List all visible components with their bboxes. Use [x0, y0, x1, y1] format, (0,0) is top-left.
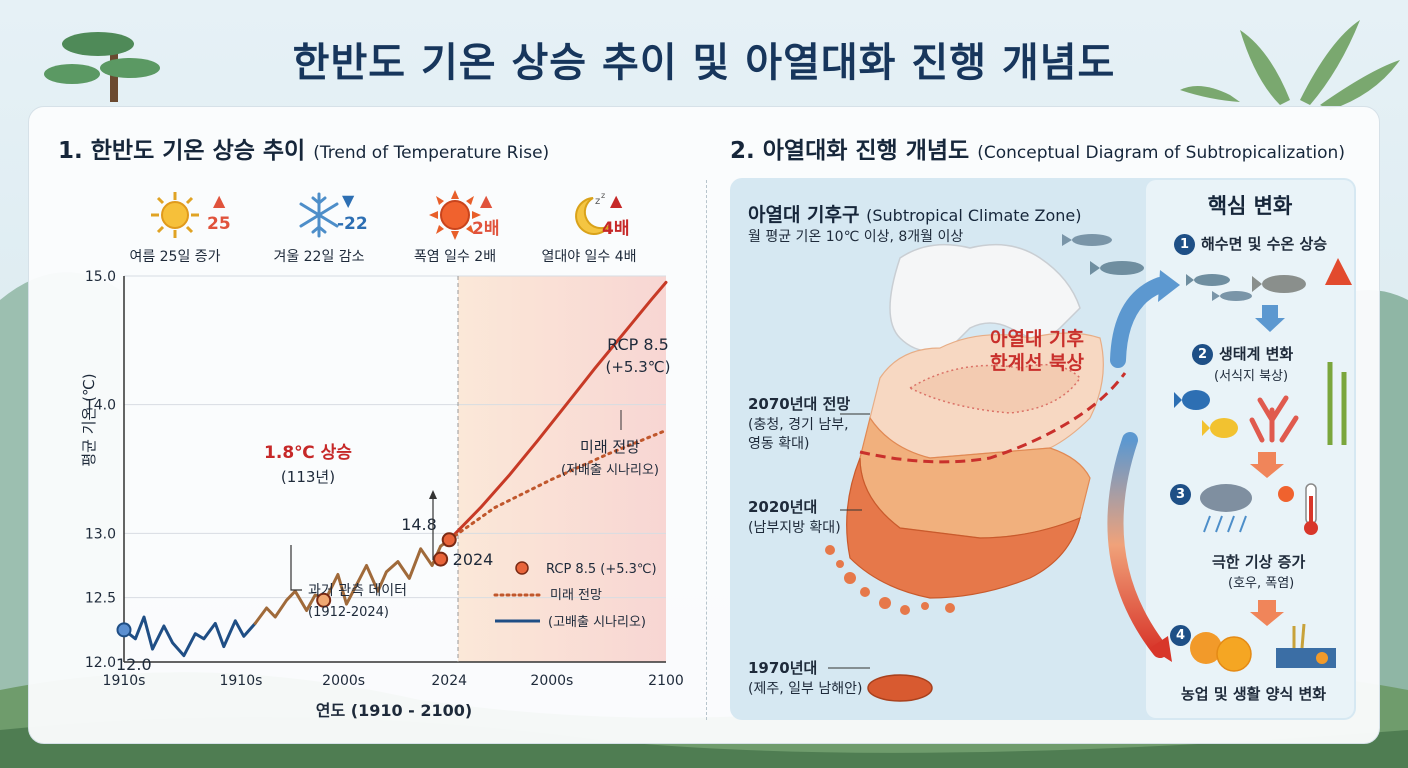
- right-section-title: 2. 아열대화 진행 개념도 (Conceptual Diagram of Su…: [730, 131, 1345, 165]
- key-change-4: 4: [1170, 625, 1197, 646]
- key-change-number: 4: [1170, 625, 1191, 646]
- key-change-number: 3: [1170, 484, 1191, 505]
- map-label-title: 1970년대: [748, 659, 818, 677]
- key-change-number: 1: [1174, 234, 1195, 255]
- limit-line-label-2: 한계선 북상: [990, 351, 1085, 374]
- key-change-3-sub: (호우, 폭염): [1228, 576, 1295, 591]
- map-label-detail: (남부지방 확대): [748, 519, 841, 536]
- indicator-heatwave: 폭염 일수 2배: [390, 190, 520, 266]
- key-change-4-label: 농업 및 생활 양식 변화: [1181, 685, 1327, 703]
- left-heading-ko: 1. 한반도 기온 상승 추이: [58, 138, 306, 164]
- pine-tree-icon: [44, 32, 160, 102]
- down-arrow-icon: ▼: [342, 191, 355, 210]
- map-label-detail: (충청, 경기 남부,: [748, 416, 849, 433]
- fern-leaves-icon: [1180, 20, 1400, 110]
- indicator-label: 폭염 일수 2배: [413, 249, 497, 265]
- korea-map: [825, 234, 1144, 702]
- subtropical-limit-line: [859, 372, 1127, 464]
- map-label-2020s: 2020년대 (남부지방 확대): [748, 497, 841, 538]
- indicator-value: 2배: [472, 219, 500, 239]
- limit-line-label-1: 아열대 기후: [990, 328, 1085, 350]
- map-label-detail: (제주, 일부 남해안): [748, 680, 863, 697]
- zone-title-ko: 아열대 기후구: [748, 204, 860, 226]
- up-arrow-icon: ▲: [213, 191, 226, 210]
- hot-sun-icon: [429, 190, 481, 240]
- map-label-detail: 영동 확대): [748, 436, 810, 453]
- key-change-label: 생태계 변화: [1219, 345, 1294, 363]
- shifted-limit-area: [908, 363, 1081, 414]
- svg-text:z: z: [595, 196, 600, 207]
- key-change-number: 2: [1192, 344, 1213, 365]
- indicator-label: 여름 25일 증가: [129, 249, 221, 265]
- indicator-value: -22: [337, 214, 368, 234]
- key-change-3: 3: [1170, 484, 1197, 505]
- right-heading-en: (Conceptual Diagram of Subtropicalizatio…: [977, 143, 1345, 163]
- jeju-island: [867, 674, 933, 702]
- indicator-winter: 겨울 22일 감소: [254, 190, 384, 266]
- key-change-label: 해수면 및 수온 상승: [1201, 235, 1328, 253]
- indicator-tropical-night: z z 열대야 일수 4배: [524, 190, 654, 266]
- zone-title-en: (Subtropical Climate Zone): [866, 206, 1082, 225]
- key-changes-title: 핵심 변화: [1207, 194, 1293, 218]
- limit-line-label: 아열대 기후 한계선 북상: [990, 328, 1084, 376]
- fish-icon: [1062, 234, 1144, 275]
- indicator-summer: 여름 25일 증가: [110, 190, 240, 266]
- southern-islands: [825, 545, 955, 615]
- svg-text:z: z: [601, 191, 605, 200]
- moon-icon: z z: [575, 191, 610, 235]
- key-change-2: 2 생태계 변화: [1192, 343, 1293, 365]
- zone-title: 아열대 기후구 (Subtropical Climate Zone): [748, 200, 1081, 227]
- left-heading-en: (Trend of Temperature Rise): [313, 143, 550, 163]
- map-label-1970s: 1970년대 (제주, 일부 남해안): [748, 658, 862, 699]
- up-arrow-icon: ▲: [480, 191, 493, 210]
- key-change-3-label: 극한 기상 증가: [1212, 553, 1306, 571]
- zone-subtitle: 월 평균 기온 10℃ 이상, 8개월 이상: [748, 229, 964, 245]
- indicator-label: 열대야 일수 4배: [541, 249, 637, 265]
- right-heading-ko: 2. 아열대화 진행 개념도: [730, 138, 970, 164]
- section-divider: [706, 180, 707, 720]
- indicator-value: 4배: [602, 219, 630, 239]
- southern-zone: [846, 457, 1081, 599]
- up-arrow-icon: ▲: [610, 191, 623, 210]
- indicator-label: 겨울 22일 감소: [273, 249, 365, 265]
- indicator-value: 25: [207, 214, 231, 234]
- page-title: 한반도 기온 상승 추이 및 아열대화 진행 개념도: [292, 40, 1116, 86]
- map-label-title: 2070년대 전망: [748, 395, 851, 413]
- key-change-2-sub: (서식지 북상): [1214, 369, 1289, 384]
- map-label-title: 2020년대: [748, 498, 818, 516]
- sun-icon: [151, 192, 199, 238]
- left-section-title: 1. 한반도 기온 상승 추이 (Trend of Temperature Ri…: [58, 131, 549, 165]
- key-change-1: 1 해수면 및 수온 상승: [1174, 233, 1327, 255]
- snowflake-icon: [299, 192, 339, 238]
- map-label-2070s: 2070년대 전망 (충청, 경기 남부, 영동 확대): [748, 394, 850, 455]
